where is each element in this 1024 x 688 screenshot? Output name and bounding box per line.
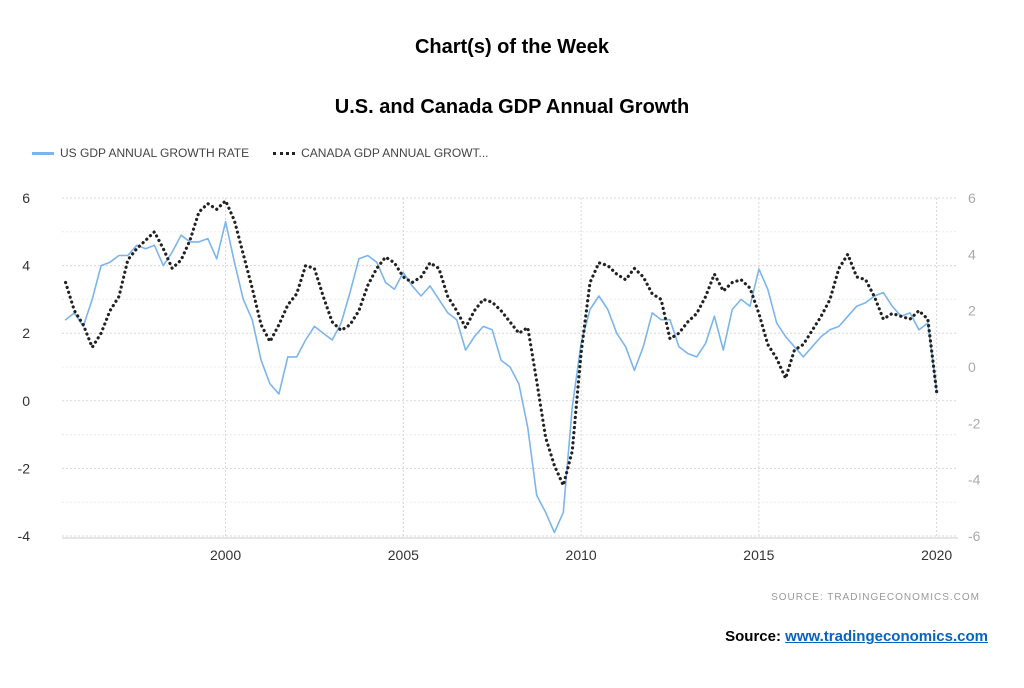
legend-item-canada[interactable]: CANADA GDP ANNUAL GROWT... — [273, 146, 489, 160]
y-tick-label-left: 4 — [22, 258, 30, 274]
y-tick-label-left: 0 — [22, 393, 30, 409]
y-tick-label-right: 6 — [968, 190, 976, 206]
legend-label-us: US GDP ANNUAL GROWTH RATE — [60, 146, 250, 160]
series-line-canada — [63, 199, 939, 487]
chart-title: U.S. and Canada GDP Annual Growth — [334, 96, 690, 118]
y-tick-label-right: -4 — [968, 472, 981, 488]
line-chart: -4 -2 0 2 4 6 -6 -4 -2 0 2 4 6 2000 2005 2010 2015 2020 — [18, 190, 981, 563]
legend-swatch-canada — [273, 151, 296, 155]
legend-swatch-us — [32, 151, 54, 155]
source-link[interactable]: www.tradingeconomics.com — [785, 628, 988, 645]
y-tick-label-left: 2 — [22, 325, 30, 341]
x-tick-label: 2015 — [743, 547, 774, 563]
x-tick-label: 2000 — [210, 547, 241, 563]
y-tick-label-right: 2 — [968, 303, 976, 319]
x-tick-label: 2010 — [566, 547, 597, 563]
source-label: Source: — [725, 628, 781, 645]
legend-item-us[interactable]: US GDP ANNUAL GROWTH RATE — [32, 146, 249, 160]
y-tick-label-left: -4 — [18, 528, 31, 544]
x-tick-label: 2005 — [388, 547, 419, 563]
source-footer: Source: www.tradingeconomics.com — [725, 628, 988, 645]
x-tick-label: 2020 — [921, 547, 952, 563]
y-tick-label-left: 6 — [22, 190, 30, 206]
y-tick-label-right: -6 — [968, 528, 981, 544]
y-tick-label-right: 4 — [968, 246, 976, 262]
y-tick-label-right: 0 — [968, 359, 976, 375]
series-line-us — [64, 220, 938, 534]
chart-legend: US GDP ANNUAL GROWTH RATE CANADA GDP ANN… — [32, 146, 513, 160]
legend-label-canada: CANADA GDP ANNUAL GROWT... — [301, 146, 489, 160]
chart-source-note: SOURCE: TRADINGECONOMICS.COM — [771, 592, 980, 603]
page-title: Chart(s) of the Week — [414, 36, 610, 58]
y-tick-label-left: -2 — [18, 460, 31, 476]
y-tick-label-right: -2 — [968, 415, 981, 431]
